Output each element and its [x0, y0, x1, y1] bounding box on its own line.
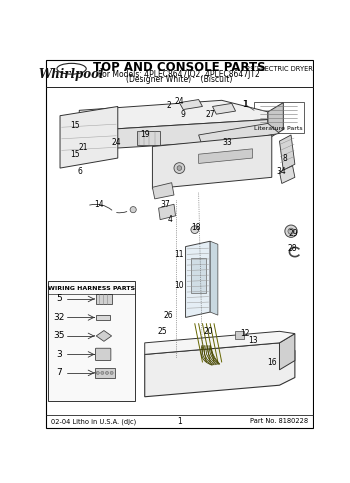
Text: 1: 1 — [177, 417, 182, 426]
Text: 8: 8 — [282, 154, 287, 163]
Text: 3: 3 — [56, 350, 62, 359]
Bar — [96, 315, 110, 320]
Polygon shape — [79, 100, 268, 131]
Circle shape — [105, 371, 108, 374]
Polygon shape — [159, 204, 176, 220]
Text: (Designer White)    (Biscuit): (Designer White) (Biscuit) — [126, 75, 232, 84]
Polygon shape — [210, 241, 218, 315]
Text: Part No. 8180228: Part No. 8180228 — [250, 418, 308, 425]
FancyBboxPatch shape — [96, 348, 111, 361]
Text: 25: 25 — [158, 327, 167, 336]
Bar — [235, 331, 244, 339]
Bar — [254, 102, 304, 133]
Text: 21: 21 — [78, 143, 88, 152]
Text: 33: 33 — [222, 138, 232, 147]
Bar — [48, 281, 135, 400]
Text: 29″ELECTRIC DRYER: 29″ELECTRIC DRYER — [246, 66, 313, 72]
Circle shape — [110, 371, 113, 374]
Polygon shape — [153, 135, 272, 189]
Circle shape — [177, 166, 182, 170]
Text: 24: 24 — [175, 98, 184, 106]
Text: 02-04 Litho in U.S.A. (djc): 02-04 Litho in U.S.A. (djc) — [51, 418, 136, 425]
Bar — [137, 131, 160, 145]
Text: 32: 32 — [54, 313, 65, 322]
Bar — [96, 294, 112, 304]
Polygon shape — [145, 343, 295, 397]
Text: 2: 2 — [167, 101, 172, 110]
Bar — [94, 368, 115, 378]
Text: 35: 35 — [54, 331, 65, 341]
Bar — [191, 258, 206, 293]
Text: 19: 19 — [140, 130, 149, 140]
Polygon shape — [280, 166, 295, 184]
Text: 10: 10 — [175, 281, 184, 290]
Text: 11: 11 — [175, 250, 184, 259]
Text: 4: 4 — [168, 215, 173, 224]
Circle shape — [191, 226, 199, 233]
Text: 29: 29 — [288, 229, 298, 238]
Circle shape — [130, 207, 136, 213]
Text: WIRING HARNESS PARTS: WIRING HARNESS PARTS — [48, 285, 135, 291]
Text: 18: 18 — [191, 223, 200, 232]
Polygon shape — [280, 334, 295, 370]
Polygon shape — [179, 99, 202, 110]
Polygon shape — [79, 120, 268, 150]
Text: 26: 26 — [163, 312, 173, 320]
Text: 16: 16 — [267, 357, 276, 367]
Polygon shape — [153, 183, 174, 199]
Text: 13: 13 — [248, 336, 258, 345]
Polygon shape — [60, 106, 118, 168]
Text: 1: 1 — [243, 99, 248, 109]
Circle shape — [285, 225, 297, 237]
Text: 7: 7 — [56, 369, 62, 377]
Polygon shape — [186, 241, 210, 317]
Text: 34: 34 — [276, 168, 286, 176]
Text: 12: 12 — [240, 329, 250, 338]
Polygon shape — [145, 331, 295, 355]
Text: 37: 37 — [161, 200, 170, 209]
Text: Whirlpool: Whirlpool — [39, 69, 104, 82]
Text: 15: 15 — [71, 151, 80, 159]
Text: 27: 27 — [205, 110, 215, 119]
Text: 14: 14 — [94, 200, 103, 209]
Polygon shape — [268, 102, 284, 139]
Text: 24: 24 — [111, 138, 121, 147]
Text: 6: 6 — [78, 168, 83, 176]
Text: 9: 9 — [180, 110, 185, 119]
Text: TOP AND CONSOLE PARTS: TOP AND CONSOLE PARTS — [93, 61, 266, 74]
Text: 20: 20 — [204, 327, 214, 336]
Text: Literature Parts: Literature Parts — [254, 126, 303, 130]
Text: 15: 15 — [71, 121, 80, 130]
Text: 5: 5 — [56, 295, 62, 303]
Circle shape — [96, 371, 99, 374]
Text: For Models: 4PLEC8647JQ2, 4PLEC8647JT2: For Models: 4PLEC8647JQ2, 4PLEC8647JT2 — [98, 70, 260, 79]
Circle shape — [101, 371, 104, 374]
Circle shape — [174, 163, 185, 173]
Polygon shape — [96, 330, 112, 341]
Polygon shape — [212, 103, 236, 114]
Polygon shape — [199, 149, 253, 163]
Polygon shape — [280, 135, 295, 170]
Text: 1: 1 — [243, 99, 247, 109]
Polygon shape — [199, 124, 280, 146]
Circle shape — [288, 228, 294, 234]
Text: 28: 28 — [288, 244, 297, 254]
